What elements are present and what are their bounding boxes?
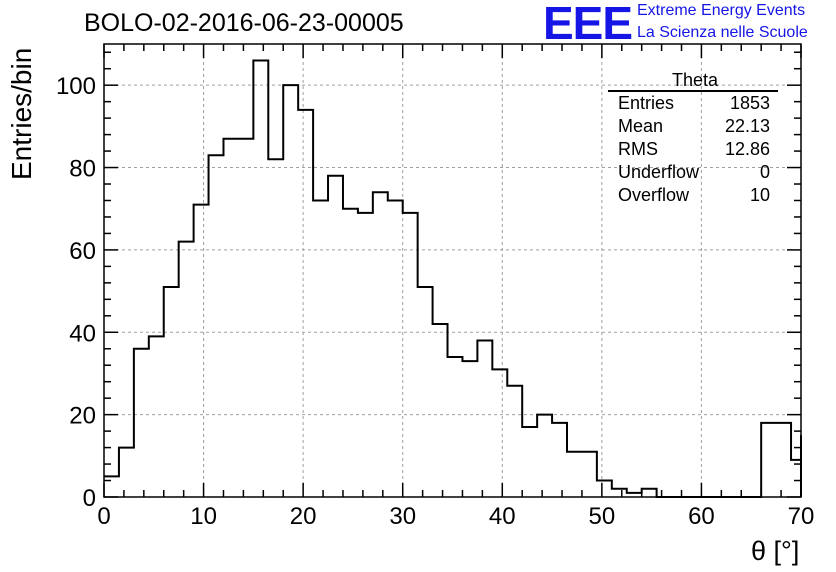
x-tick-label: 50 <box>589 503 616 530</box>
stats-row: Underflow 0 <box>608 161 778 184</box>
y-tick-label: 100 <box>56 73 96 100</box>
y-tick-label: 40 <box>69 320 96 347</box>
x-tick-label: 30 <box>389 503 416 530</box>
stats-box: Theta Entries 1853 Mean 22.13 RMS 12.86 Und… <box>608 70 778 207</box>
y-tick-label: 0 <box>83 485 96 512</box>
stats-value: 12.86 <box>724 139 770 159</box>
stats-label: Entries <box>618 93 675 113</box>
plot-frame <box>103 43 802 498</box>
stats-row: Mean 22.13 <box>608 115 778 138</box>
page-title: BOLO-02-2016-06-23-00005 <box>84 9 404 37</box>
stats-label: RMS <box>618 139 658 159</box>
eee-logo: EEE <box>543 0 633 49</box>
stats-label: Mean <box>618 116 664 136</box>
stats-row: Overflow 10 <box>608 184 778 207</box>
stats-value: 22.13 <box>724 116 770 136</box>
x-tick-label: 70 <box>788 503 815 530</box>
x-tick-label: 20 <box>290 503 317 530</box>
y-tick-label: 80 <box>69 156 96 183</box>
grid-lines <box>104 44 801 497</box>
stats-label: Overflow <box>618 185 690 205</box>
x-tick-label: 60 <box>688 503 715 530</box>
y-tick-label: 20 <box>69 403 96 430</box>
y-tick-label: 60 <box>69 238 96 265</box>
stats-label: Underflow <box>618 162 700 182</box>
axis-ticks <box>103 44 802 498</box>
x-tick-labels: 0 10 20 30 40 50 60 70 <box>97 503 814 530</box>
y-tick-labels: 0 20 40 60 80 100 <box>56 73 96 512</box>
x-tick-label: 0 <box>97 503 110 530</box>
stats-value: 0 <box>759 162 770 182</box>
stats-row: RMS 12.86 <box>608 138 778 161</box>
stats-row: Entries 1853 <box>608 92 778 115</box>
x-tick-label: 10 <box>190 503 217 530</box>
logo-line-1: Extreme Energy Events <box>637 2 806 19</box>
x-tick-label: 40 <box>489 503 516 530</box>
logo-line-2: La Scienza nelle Scuole <box>637 24 808 41</box>
x-axis-label: θ [°] <box>751 536 800 566</box>
stats-value: 10 <box>749 185 770 205</box>
stats-value: 1853 <box>729 93 770 113</box>
stats-title: Theta <box>608 70 778 92</box>
